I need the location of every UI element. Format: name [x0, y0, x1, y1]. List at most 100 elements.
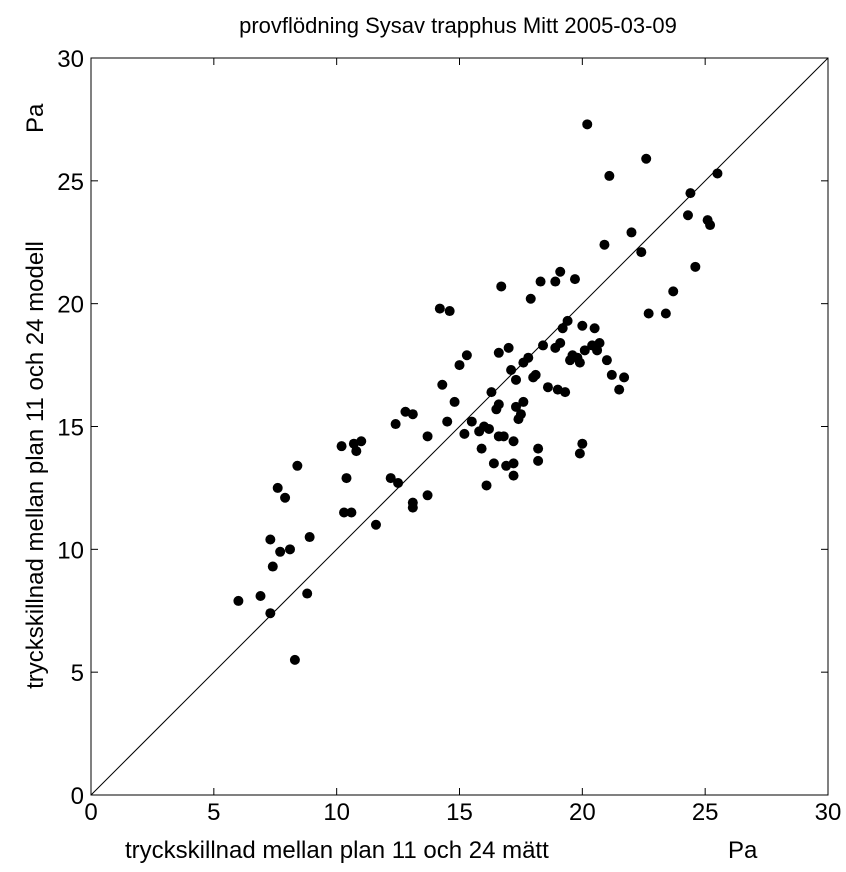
- data-point: [705, 220, 716, 231]
- data-point: [486, 387, 497, 398]
- data-point: [265, 534, 276, 545]
- data-point: [685, 188, 696, 199]
- data-point: [393, 478, 404, 489]
- data-point: [466, 416, 477, 427]
- data-point: [444, 306, 455, 317]
- data-point: [577, 320, 588, 331]
- data-point: [535, 276, 546, 287]
- data-point: [407, 502, 418, 513]
- data-point: [533, 443, 544, 454]
- data-point: [422, 490, 433, 501]
- data-point: [255, 591, 266, 602]
- data-point: [454, 360, 465, 371]
- data-point: [511, 374, 522, 385]
- x-tick-label: 0: [84, 799, 97, 826]
- data-point: [275, 546, 286, 557]
- x-tick-label: 5: [207, 799, 220, 826]
- data-point: [481, 480, 492, 491]
- x-tick-label: 30: [815, 799, 842, 826]
- data-point: [233, 595, 244, 606]
- data-point: [601, 355, 612, 366]
- data-point: [267, 561, 278, 572]
- data-point: [518, 396, 529, 407]
- data-point: [599, 239, 610, 250]
- x-axis-unit: Pa: [728, 837, 758, 864]
- data-point: [530, 369, 541, 380]
- data-point: [506, 364, 517, 375]
- y-tick-label: 30: [57, 46, 84, 73]
- x-tick-label: 25: [692, 799, 719, 826]
- data-point: [437, 379, 448, 390]
- data-point: [542, 382, 553, 393]
- data-point: [289, 654, 300, 665]
- data-point: [272, 482, 283, 493]
- data-point: [557, 323, 568, 334]
- data-point: [511, 401, 522, 412]
- data-point: [560, 387, 571, 398]
- data-point: [351, 446, 362, 457]
- y-tick-label: 5: [71, 660, 84, 687]
- data-point: [488, 458, 499, 469]
- y-tick-label: 20: [57, 292, 84, 319]
- data-point: [604, 170, 615, 181]
- data-point: [569, 274, 580, 285]
- data-point: [292, 460, 303, 471]
- data-point: [476, 443, 487, 454]
- data-point: [555, 337, 566, 348]
- data-point: [641, 153, 652, 164]
- y-tick-label: 0: [71, 783, 84, 810]
- y-axis: 0 5 10 15 20 25 30: [57, 46, 828, 810]
- data-point: [302, 588, 313, 599]
- data-point: [265, 608, 276, 619]
- data-point: [280, 492, 291, 503]
- data-point: [508, 436, 519, 447]
- data-point: [493, 347, 504, 358]
- x-tick-label: 10: [323, 799, 350, 826]
- data-point: [690, 261, 701, 272]
- data-point: [498, 431, 509, 442]
- data-point: [336, 441, 347, 452]
- chart-title: provflödning Sysav trapphus Mitt 2005-03…: [239, 13, 677, 38]
- data-point: [493, 399, 504, 410]
- data-point: [636, 247, 647, 258]
- data-point: [449, 396, 460, 407]
- data-point: [589, 323, 600, 334]
- data-point: [459, 428, 470, 439]
- data-point: [582, 119, 593, 130]
- data-point: [614, 384, 625, 395]
- data-point: [284, 544, 295, 555]
- data-point: [577, 438, 588, 449]
- x-tick-label: 20: [569, 799, 596, 826]
- data-point: [442, 416, 453, 427]
- data-points: [233, 119, 723, 665]
- data-point: [503, 342, 514, 353]
- y-tick-label: 25: [57, 169, 84, 196]
- data-point: [562, 315, 573, 326]
- data-point: [538, 340, 549, 351]
- data-point: [523, 352, 534, 363]
- x-axis: 0 5 10 15 20 25 30: [84, 58, 841, 826]
- data-point: [339, 507, 350, 518]
- y-tick-label: 15: [57, 415, 84, 442]
- data-point: [385, 473, 396, 484]
- x-axis-label: tryckskillnad mellan plan 11 och 24 mätt: [125, 837, 549, 864]
- data-point: [461, 350, 472, 361]
- data-point: [555, 266, 566, 277]
- data-point: [594, 337, 605, 348]
- y-axis-label: tryckskillnad mellan plan 11 och 24 mode…: [22, 241, 49, 689]
- data-point: [434, 303, 445, 314]
- data-point: [550, 276, 561, 287]
- data-point: [579, 345, 590, 356]
- data-point: [370, 519, 381, 530]
- data-point: [525, 293, 536, 304]
- data-point: [626, 227, 637, 238]
- data-point: [682, 210, 693, 221]
- data-point: [533, 455, 544, 466]
- data-point: [619, 372, 630, 383]
- data-point: [341, 473, 352, 484]
- y-axis-unit: Pa: [22, 103, 49, 133]
- identity-line: [90, 57, 829, 796]
- data-point: [346, 507, 357, 518]
- data-point: [668, 286, 679, 297]
